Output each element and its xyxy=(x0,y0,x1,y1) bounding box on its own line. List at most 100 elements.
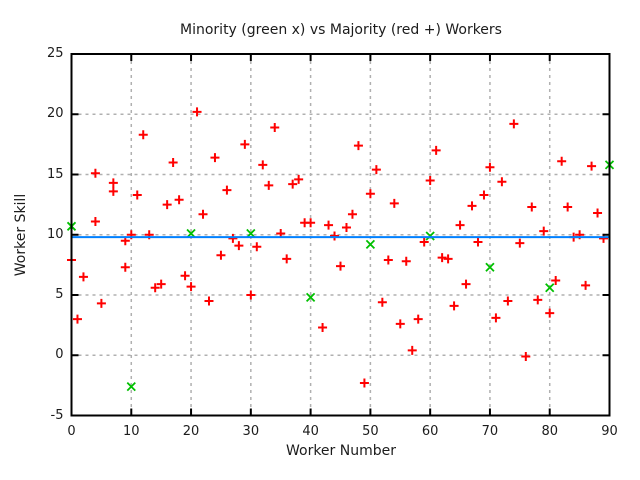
majority-plus-marker xyxy=(156,279,166,289)
majority-plus-marker xyxy=(96,298,106,308)
majority-plus-marker xyxy=(533,295,543,305)
x-tick-label: 90 xyxy=(601,424,618,439)
majority-plus-marker xyxy=(150,283,160,293)
majority-plus-marker xyxy=(270,123,280,133)
majority-plus-marker xyxy=(527,202,537,212)
majority-plus-marker xyxy=(216,250,226,260)
majority-plus-marker xyxy=(455,220,465,230)
majority-plus-marker xyxy=(467,201,477,211)
majority-plus-marker xyxy=(383,255,393,265)
majority-plus-marker xyxy=(72,314,82,324)
chart-title: Minority (green x) vs Majority (red +) W… xyxy=(180,22,502,38)
majority-plus-marker xyxy=(210,153,220,163)
majority-plus-marker xyxy=(443,254,453,264)
majority-plus-marker xyxy=(234,241,244,251)
majority-plus-marker xyxy=(246,290,256,300)
majority-plus-marker xyxy=(204,296,214,306)
majority-plus-marker xyxy=(282,254,292,264)
majority-plus-marker xyxy=(539,226,549,236)
majority-plus-marker xyxy=(222,185,232,195)
majority-plus-marker xyxy=(497,177,507,187)
majority-plus-marker xyxy=(252,242,262,252)
majority-plus-marker xyxy=(449,301,459,311)
majority-plus-marker xyxy=(168,157,178,167)
majority-plus-marker xyxy=(581,280,591,290)
majority-plus-marker xyxy=(419,237,429,247)
x-tick-label: 20 xyxy=(182,424,200,439)
majority-plus-marker xyxy=(90,168,100,178)
majority-plus-marker xyxy=(413,314,423,324)
x-tick-label: 70 xyxy=(481,424,499,439)
majority-plus-marker xyxy=(593,208,603,218)
majority-plus-marker xyxy=(186,282,196,292)
majority-plus-marker xyxy=(108,186,118,196)
x-tick-label: 80 xyxy=(541,424,558,439)
majority-plus-marker xyxy=(132,190,142,200)
majority-plus-marker xyxy=(509,119,519,129)
majority-plus-marker xyxy=(318,323,328,333)
majority-plus-marker xyxy=(174,195,184,205)
majority-plus-marker xyxy=(359,378,369,388)
majority-plus-marker xyxy=(461,279,471,289)
y-tick-label: 15 xyxy=(46,166,64,182)
x-tick-label: 0 xyxy=(67,424,76,439)
x-tick-label: 40 xyxy=(302,424,319,439)
majority-plus-marker xyxy=(377,297,387,307)
majority-plus-marker xyxy=(240,139,250,149)
majority-plus-marker xyxy=(120,262,130,272)
majority-plus-marker xyxy=(324,220,334,230)
majority-plus-marker xyxy=(228,233,238,243)
x-tick-label: 10 xyxy=(122,424,140,439)
y-tick-label: 10 xyxy=(46,226,64,242)
majority-plus-marker xyxy=(306,218,316,228)
majority-plus-marker xyxy=(485,162,495,172)
majority-plus-marker xyxy=(401,256,411,266)
majority-plus-marker xyxy=(162,200,172,210)
y-tick-label: 0 xyxy=(55,347,64,363)
majority-plus-marker xyxy=(341,223,351,233)
majority-plus-marker xyxy=(336,261,345,271)
majority-plus-marker xyxy=(425,176,435,186)
majority-plus-marker xyxy=(389,198,399,208)
y-tick-label: 20 xyxy=(46,106,64,122)
majority-plus-marker xyxy=(587,161,597,171)
majority-plus-marker xyxy=(515,238,525,248)
minority-x-marker xyxy=(126,381,136,392)
majority-plus-marker xyxy=(138,130,148,140)
majority-plus-marker xyxy=(557,156,567,166)
majority-plus-marker xyxy=(288,179,298,189)
majority-plus-marker xyxy=(503,296,513,306)
majority-plus-marker xyxy=(431,145,441,155)
minority-x-marker xyxy=(425,231,435,241)
majority-plus-marker xyxy=(330,231,340,241)
majority-plus-marker xyxy=(371,165,381,175)
majority-plus-marker xyxy=(437,253,447,263)
majority-plus-marker xyxy=(365,189,375,199)
majority-plus-marker xyxy=(395,319,405,329)
majority-plus-marker xyxy=(294,174,304,184)
x-tick-label: 50 xyxy=(362,424,379,439)
majority-plus-marker xyxy=(563,202,573,212)
majority-plus-marker xyxy=(180,271,190,281)
majority-plus-marker xyxy=(407,345,417,355)
majority-plus-marker xyxy=(545,308,555,318)
majority-plus-marker xyxy=(353,141,363,151)
majority-plus-marker xyxy=(258,160,268,170)
majority-plus-marker xyxy=(108,178,118,188)
x-tick-label: 30 xyxy=(242,424,260,439)
y-tick-label: 5 xyxy=(55,287,64,302)
y-tick-label: 25 xyxy=(46,46,64,61)
majority-plus-marker xyxy=(90,216,100,226)
minority-x-marker xyxy=(485,262,495,272)
majority-plus-marker xyxy=(264,180,274,190)
minority-x-marker xyxy=(305,292,316,303)
majority-plus-marker xyxy=(192,107,202,117)
majority-plus-marker xyxy=(473,237,483,247)
minority-x-marker xyxy=(545,283,555,293)
majority-plus-marker xyxy=(347,209,357,219)
x-tick-label: 60 xyxy=(421,424,439,439)
majority-plus-marker xyxy=(198,209,208,219)
majority-plus-marker xyxy=(479,190,489,200)
